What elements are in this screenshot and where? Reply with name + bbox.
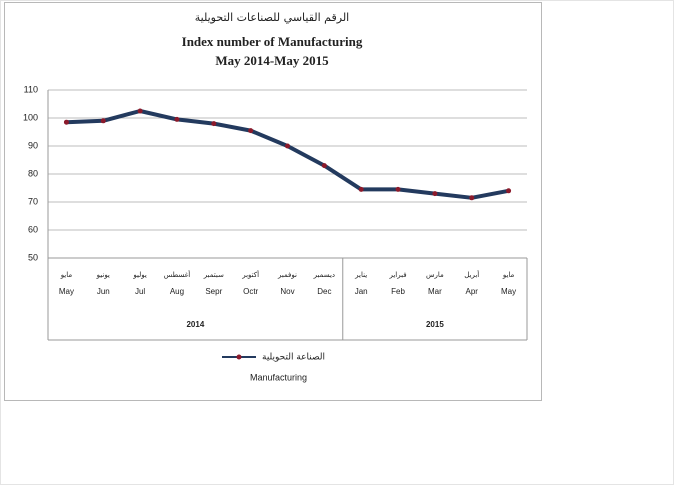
x-tick-label-ar: مايو (60, 271, 73, 279)
x-tick-label: May (59, 287, 74, 296)
x-tick-label-ar: مارس (426, 271, 444, 279)
x-tick-label: May (501, 287, 516, 296)
chart-title-ar: الرقم القياسي للصناعات التحويلية (195, 11, 349, 24)
group-label: 2015 (426, 320, 444, 329)
legend-label: Manufacturing (250, 372, 307, 382)
legend-marker (236, 354, 242, 360)
x-tick-label-ar: ديسمبر (313, 271, 335, 279)
chart-subtitle: May 2014-May 2015 (215, 53, 329, 68)
data-point (285, 143, 290, 149)
x-tick-label: Octr (243, 287, 258, 296)
data-point (63, 119, 69, 125)
x-tick-label: Jun (97, 287, 110, 296)
x-tick-label-ar: مايو (502, 271, 515, 279)
x-tick-label: Jul (135, 287, 145, 296)
x-tick-label: Aug (170, 287, 184, 296)
data-point (469, 195, 475, 201)
data-point (100, 118, 106, 124)
x-tick-label-ar: يونيو (96, 271, 110, 279)
x-tick-label: Mar (428, 287, 442, 296)
y-tick-label: 100 (23, 112, 38, 122)
x-tick-label: Sepr (205, 287, 222, 296)
data-point (395, 186, 401, 192)
data-point (137, 108, 143, 114)
data-point (321, 163, 327, 169)
y-tick-label: 90 (28, 140, 38, 150)
data-point (358, 186, 364, 192)
data-point (506, 188, 512, 194)
x-tick-label-ar: يوليو (132, 271, 146, 279)
legend-label-ar: الصناعة التحويلية (262, 353, 325, 363)
data-point (211, 121, 217, 127)
x-tick-label-ar: أغسطس (164, 270, 191, 279)
y-tick-label: 80 (28, 168, 38, 178)
x-tick-label-ar: أكتوبر (241, 270, 259, 279)
x-tick-label-ar: فبراير (388, 271, 406, 279)
y-tick-label: 110 (24, 84, 38, 94)
x-tick-label: Feb (391, 287, 405, 296)
data-point (174, 116, 180, 122)
y-tick-label: 50 (28, 252, 38, 262)
x-tick-label: Jan (355, 287, 368, 296)
y-tick-label: 70 (28, 196, 38, 206)
x-tick-label: Apr (466, 287, 479, 296)
data-point (248, 128, 254, 134)
group-label: 2014 (186, 320, 204, 329)
x-tick-label-ar: أبريل (464, 270, 479, 279)
y-tick-label: 60 (28, 224, 38, 234)
x-tick-label: Dec (317, 287, 331, 296)
chart-title: Index number of Manufacturing (182, 34, 363, 49)
data-point (432, 191, 438, 197)
x-tick-label-ar: يناير (354, 271, 367, 279)
x-tick-label-ar: نوفمبر (277, 271, 297, 279)
x-tick-label: Nov (280, 287, 294, 296)
x-tick-label-ar: سبتمبر (203, 271, 224, 279)
